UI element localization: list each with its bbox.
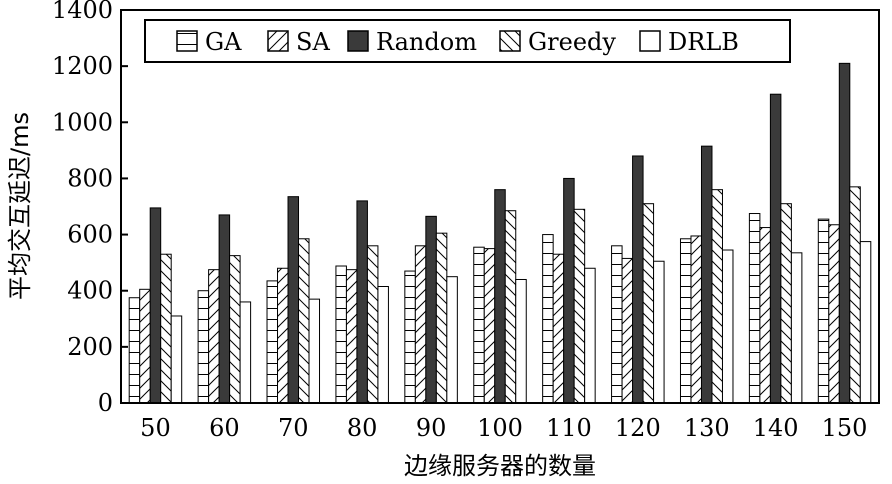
x-tick-label-130: 130 (684, 414, 730, 442)
x-tick-label-150: 150 (822, 414, 868, 442)
bar-sa-140 (759, 227, 771, 404)
bar-drlb-70 (308, 298, 321, 404)
y-tick-label-0: 0 (98, 389, 113, 417)
y-axis-ticks: 0 200 400 600 800 1000 1200 1400 (52, 0, 128, 417)
bar-ga-120 (611, 245, 623, 404)
bar-sa-90 (414, 245, 427, 404)
y-tick-label-1400: 1400 (52, 0, 113, 24)
bar-random-50 (149, 207, 162, 404)
bar-random-80 (356, 200, 368, 404)
bar-greedy-100 (504, 210, 517, 404)
bar-sa-100 (483, 248, 496, 404)
bar-sa-60 (208, 269, 220, 404)
x-tick-label-70: 70 (278, 414, 309, 442)
x-tick-label-50: 50 (140, 414, 171, 442)
bar-sa-80 (345, 269, 358, 404)
bars-layer (128, 62, 872, 404)
y-tick-label-1000: 1000 (52, 108, 113, 136)
y-tick-label-400: 400 (67, 277, 113, 305)
bar-random-90 (425, 215, 437, 404)
bar-greedy-90 (435, 232, 448, 404)
bar-ga-130 (679, 238, 692, 404)
bar-ga-140 (748, 213, 761, 404)
y-tick-label-1200: 1200 (52, 52, 113, 80)
bar-drlb-100 (515, 278, 527, 404)
bar-random-100 (494, 189, 506, 404)
bar-drlb-120 (653, 260, 665, 404)
bar-greedy-140 (780, 203, 792, 404)
bar-ga-60 (197, 290, 210, 404)
bar-random-130 (700, 145, 713, 404)
bar-random-60 (218, 214, 231, 404)
bar-greedy-110 (573, 208, 586, 404)
y-tick-label-200: 200 (67, 333, 113, 361)
x-tick-label-120: 120 (615, 414, 661, 442)
bar-ga-110 (542, 234, 554, 404)
bar-sa-120 (621, 257, 634, 404)
bar-ga-80 (335, 265, 347, 404)
bar-ga-70 (266, 280, 279, 404)
legend-label-greedy: Greedy (528, 28, 616, 56)
bar-greedy-80 (366, 245, 379, 404)
bar-drlb-90 (446, 276, 458, 404)
x-tick-label-140: 140 (753, 414, 799, 442)
x-axis-ticks: 50 60 70 80 90 100 110 120 130 140 150 (140, 414, 867, 442)
legend-swatch-sa (267, 30, 289, 52)
legend-swatch-drlb (639, 30, 661, 52)
x-tick-label-60: 60 (209, 414, 240, 442)
bar-sa-130 (690, 235, 702, 404)
legend-label-sa: SA (296, 28, 330, 56)
legend-label-drlb: DRLB (668, 28, 739, 56)
y-axis-title: 平均交互延迟/ms (6, 112, 34, 300)
bar-drlb-80 (377, 286, 389, 404)
y-tick-label-800: 800 (67, 164, 113, 192)
bar-ga-50 (128, 297, 141, 404)
bar-drlb-50 (170, 315, 183, 404)
bar-ga-100 (473, 246, 485, 404)
x-tick-label-90: 90 (416, 414, 447, 442)
x-tick-label-100: 100 (477, 414, 523, 442)
legend: GA SA Random Greedy DRLB (144, 19, 791, 63)
bar-greedy-60 (229, 255, 241, 404)
legend-label-ga: GA (205, 28, 242, 56)
bar-greedy-70 (298, 238, 310, 404)
legend-box (144, 19, 791, 63)
bar-greedy-120 (642, 203, 655, 404)
legend-swatch-greedy (499, 30, 521, 52)
legend-swatch-ga (176, 30, 198, 52)
bar-random-140 (769, 93, 782, 404)
bar-drlb-150 (859, 241, 872, 404)
y-tick-label-600: 600 (67, 221, 113, 249)
bar-greedy-50 (160, 253, 172, 404)
legend-label-random: Random (376, 28, 477, 56)
bar-sa-110 (552, 253, 565, 404)
bar-drlb-110 (584, 267, 596, 404)
plot-frame (120, 9, 880, 404)
bar-sa-70 (277, 267, 289, 404)
x-axis-title: 边缘服务器的数量 (404, 452, 596, 480)
x-tick-label-110: 110 (546, 414, 592, 442)
bar-random-70 (287, 196, 300, 404)
legend-swatch-random (347, 30, 369, 52)
bar-random-150 (838, 62, 851, 404)
bar-ga-150 (817, 218, 830, 404)
bar-greedy-130 (711, 189, 723, 404)
bar-sa-150 (828, 224, 840, 404)
bar-drlb-140 (790, 252, 803, 404)
bar-sa-50 (139, 288, 151, 404)
bar-drlb-130 (721, 249, 734, 404)
bar-drlb-60 (239, 301, 252, 404)
bar-random-110 (563, 177, 575, 404)
bar-random-120 (632, 155, 644, 404)
x-tick-label-80: 80 (347, 414, 378, 442)
bar-ga-90 (404, 270, 416, 404)
bar-greedy-150 (849, 186, 861, 404)
